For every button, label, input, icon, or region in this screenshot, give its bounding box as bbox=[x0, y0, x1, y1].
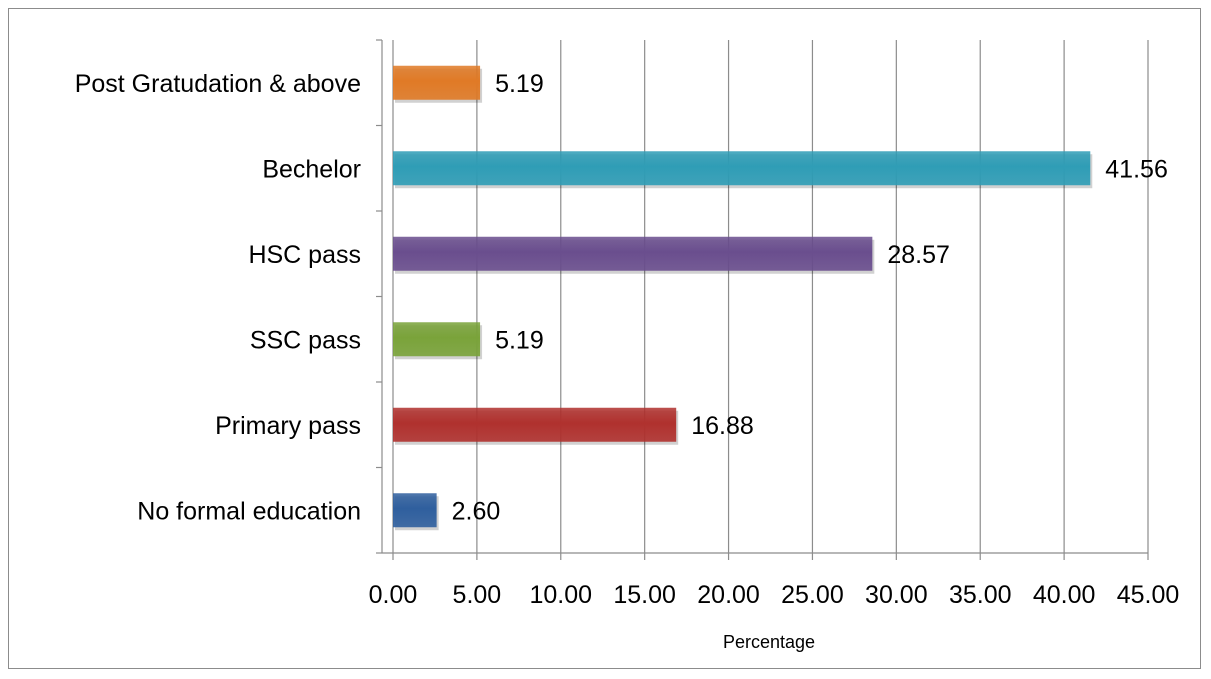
data-label: 5.19 bbox=[495, 326, 544, 354]
data-label: 5.19 bbox=[495, 70, 544, 98]
data-label: 41.56 bbox=[1105, 155, 1168, 183]
category-label: Bechelor bbox=[262, 155, 361, 183]
x-tick-label: 45.00 bbox=[1117, 581, 1180, 609]
bar bbox=[393, 237, 872, 271]
category-label: SSC pass bbox=[250, 326, 361, 354]
x-tick-label: 15.00 bbox=[613, 581, 676, 609]
labels: 0.00 5.00 10.00 15.00 20.00 25.00 30.00 35.00 40… bbox=[75, 70, 1180, 609]
data-label: 2.60 bbox=[452, 497, 501, 525]
bars bbox=[393, 66, 1092, 531]
bar bbox=[393, 66, 480, 100]
category-label: Primary pass bbox=[215, 412, 361, 440]
bar bbox=[393, 493, 437, 527]
bar bbox=[393, 322, 480, 356]
bar bbox=[393, 408, 676, 442]
category-label: No formal education bbox=[137, 497, 361, 525]
x-axis-title: Percentage bbox=[723, 632, 815, 652]
x-tick-label: 0.00 bbox=[369, 581, 418, 609]
x-tick-label: 40.00 bbox=[1033, 581, 1096, 609]
category-label: Post Gratudation & above bbox=[75, 70, 361, 98]
x-tick-label: 25.00 bbox=[781, 581, 844, 609]
x-tick-label: 20.00 bbox=[697, 581, 760, 609]
x-tick-label: 5.00 bbox=[453, 581, 502, 609]
x-tick-label: 35.00 bbox=[949, 581, 1012, 609]
x-tick-label: 30.00 bbox=[865, 581, 928, 609]
data-label: 28.57 bbox=[887, 241, 950, 269]
category-label: HSC pass bbox=[248, 241, 361, 269]
bar bbox=[393, 151, 1090, 185]
x-tick-label: 10.00 bbox=[529, 581, 592, 609]
axes bbox=[376, 40, 1148, 553]
gridlines bbox=[393, 40, 1148, 560]
data-label: 16.88 bbox=[691, 412, 754, 440]
